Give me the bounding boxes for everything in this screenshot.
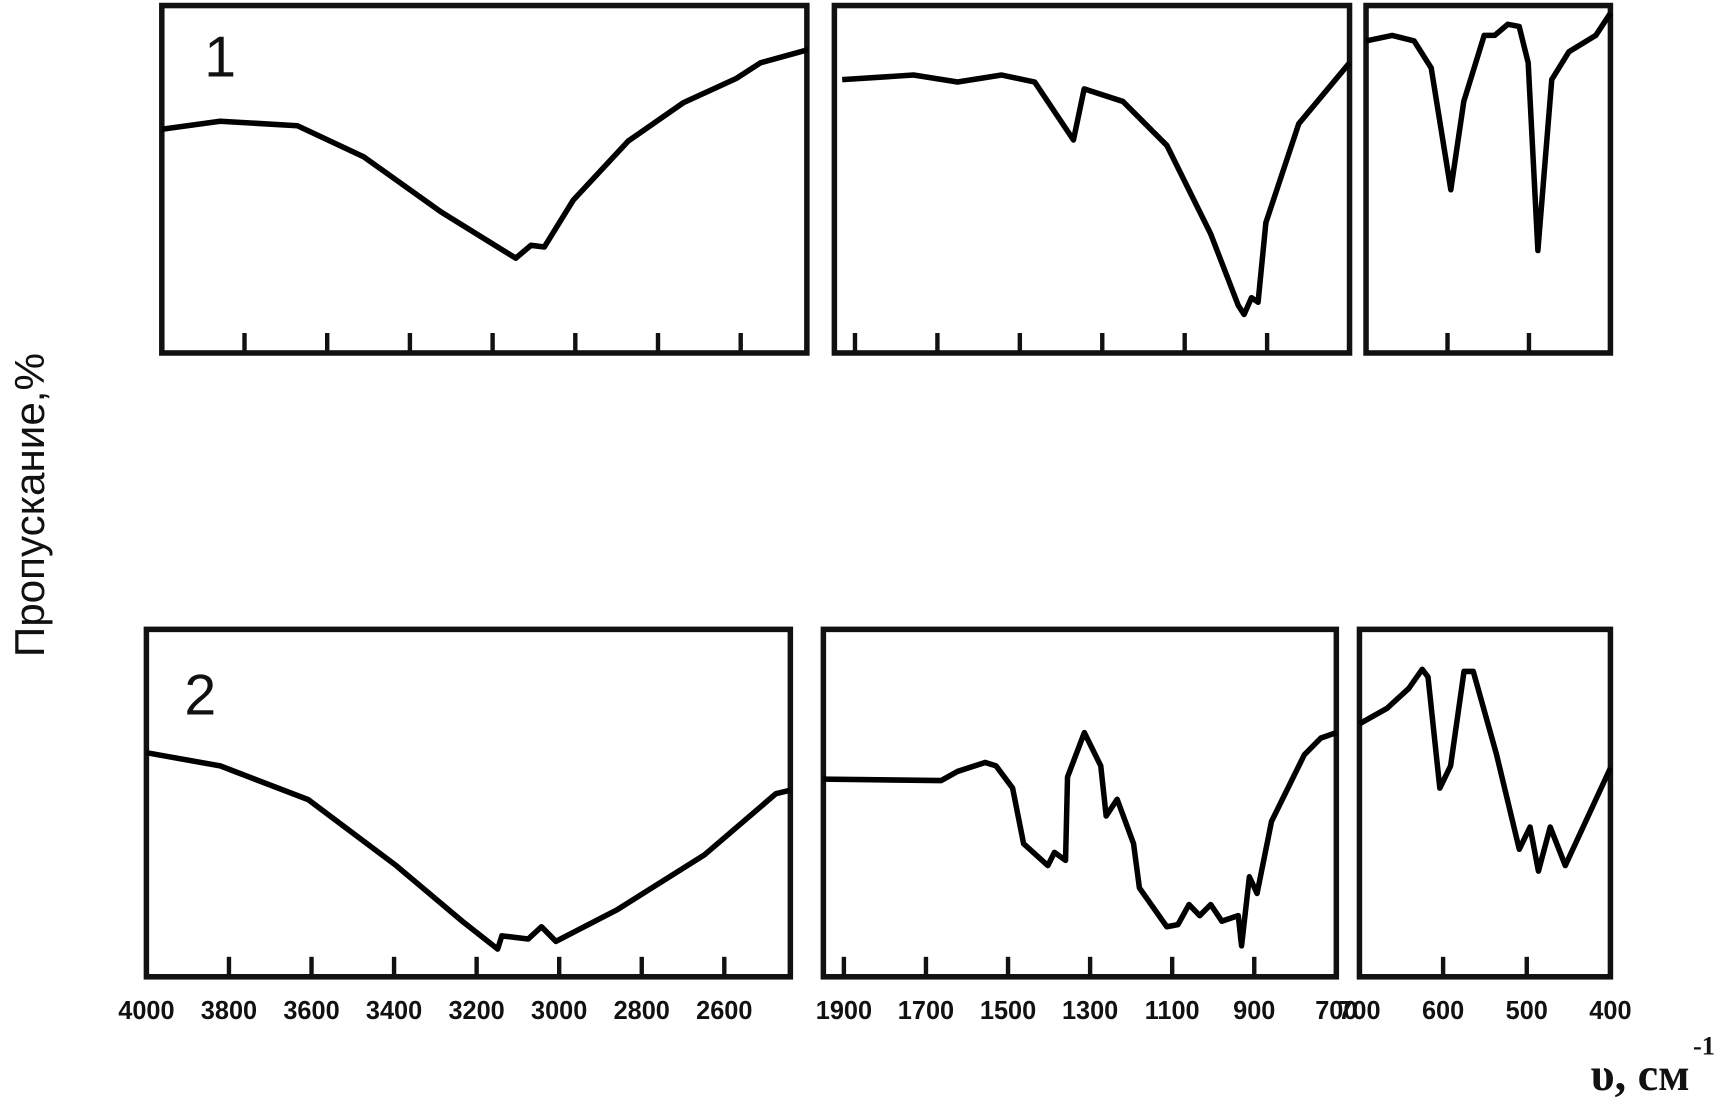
panel-frame bbox=[159, 2, 810, 356]
panel-label: 2 bbox=[184, 663, 216, 727]
spectrum-line bbox=[842, 61, 1352, 318]
spectrum-line bbox=[1358, 666, 1613, 874]
panel-frame bbox=[831, 2, 1353, 356]
x-tick-label: 4000 bbox=[118, 997, 174, 1025]
panel-frame bbox=[143, 626, 794, 980]
x-tick-label: 3200 bbox=[448, 997, 504, 1025]
x-tick-label: 700 bbox=[1338, 997, 1380, 1025]
x-tick-label: 3800 bbox=[201, 997, 257, 1025]
x-tick-label: 1300 bbox=[1062, 997, 1118, 1025]
panel-label: 1 bbox=[204, 25, 236, 89]
x-tick-label: 1100 bbox=[1145, 997, 1200, 1025]
spectrum-line bbox=[823, 729, 1338, 949]
x-tick-label: 1900 bbox=[816, 997, 872, 1025]
x-tick-label: 900 bbox=[1233, 997, 1275, 1025]
x-axis-label-superscript: -1 bbox=[1693, 1030, 1715, 1060]
x-tick-label: 3600 bbox=[283, 997, 339, 1025]
panel-frame bbox=[1356, 626, 1614, 980]
x-tick-label: 600 bbox=[1422, 997, 1464, 1025]
x-tick-label: 3400 bbox=[366, 997, 422, 1025]
x-tick-label: 2600 bbox=[696, 997, 752, 1025]
x-tick-label: 1500 bbox=[980, 997, 1036, 1025]
x-tick-label: 3000 bbox=[531, 997, 587, 1025]
x-tick-label: 1700 bbox=[898, 997, 954, 1025]
spectrum-line bbox=[145, 749, 791, 952]
x-tick-label: 700 bbox=[1315, 997, 1357, 1025]
x-tick-label: 500 bbox=[1506, 997, 1548, 1025]
panel-frame bbox=[1363, 2, 1614, 356]
x-tick-label: 2800 bbox=[614, 997, 670, 1025]
panel-frame bbox=[820, 626, 1340, 980]
x-axis-label: υ, см bbox=[1591, 1050, 1690, 1101]
spectrum-line bbox=[161, 47, 809, 261]
y-axis-label: Пропускание,% bbox=[6, 353, 53, 657]
spectrum-line bbox=[1365, 11, 1613, 254]
x-tick-label: 400 bbox=[1589, 997, 1631, 1025]
